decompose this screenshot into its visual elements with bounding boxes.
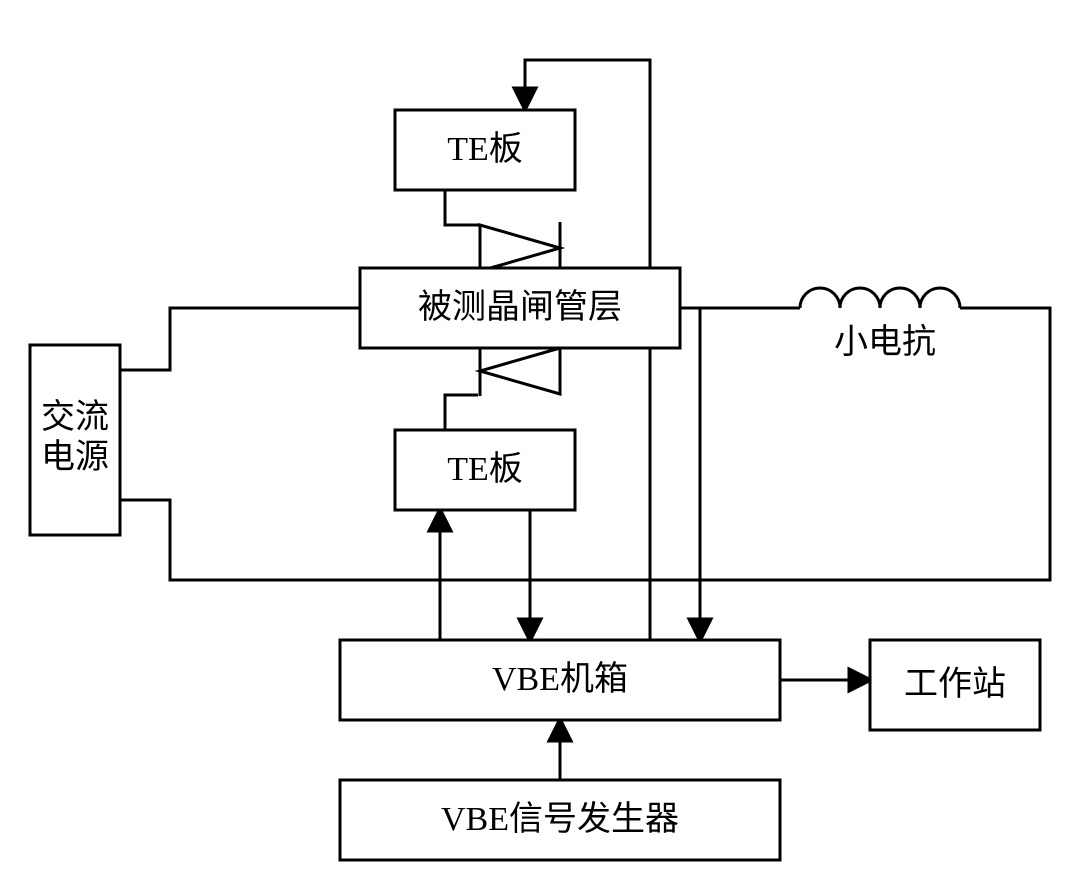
label-te-bottom: TE板 xyxy=(447,450,523,488)
label-vbe-box: VBE机箱 xyxy=(492,660,628,698)
inductor-coil xyxy=(800,288,960,308)
thyristor-bottom-symbol xyxy=(480,348,560,396)
label-vbe-gen: VBE信号发生器 xyxy=(441,800,679,838)
label-workstation: 工作站 xyxy=(904,665,1006,703)
thyristor-top-symbol xyxy=(480,222,560,271)
edge-te-top-lead xyxy=(445,190,480,225)
label-reactance: 小电抗 xyxy=(834,323,936,361)
label-te-top: TE板 xyxy=(447,130,523,168)
label-dut: 被测晶闸管层 xyxy=(418,288,622,326)
label-ac-source-l2: 电源 xyxy=(41,438,109,476)
edge-ac-to-dut xyxy=(120,308,360,370)
edge-te-bottom-lead xyxy=(445,395,478,430)
block-diagram: 交流 电源 TE板 被测晶闸管层 TE板 VBE机箱 VBE信号发生器 工作站 … xyxy=(0,0,1080,871)
label-ac-source-l1: 交流 xyxy=(41,398,109,436)
